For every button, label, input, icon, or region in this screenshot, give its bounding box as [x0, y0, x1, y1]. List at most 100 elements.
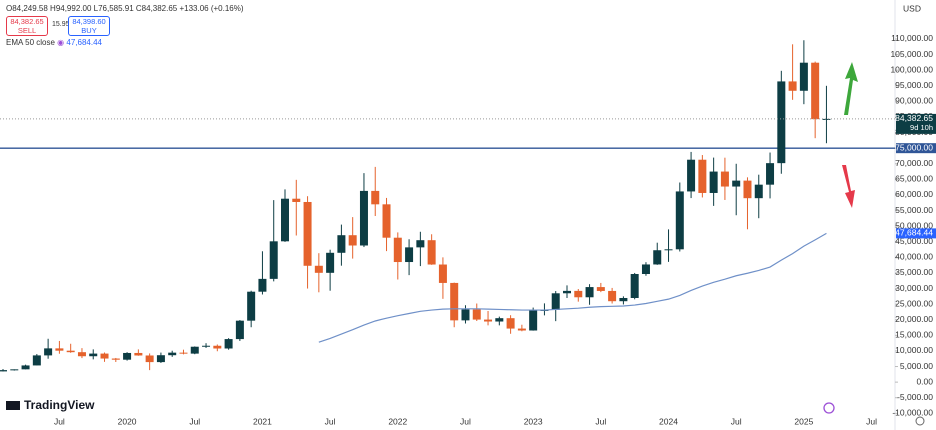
candle-body [224, 339, 233, 349]
candle-body [156, 355, 165, 363]
buy-price: 84,398.60 [72, 17, 106, 26]
candle-body [822, 118, 831, 120]
candle-body [21, 365, 30, 370]
candle-body [517, 328, 526, 331]
sell-label: SELL [17, 26, 37, 35]
candle-body [641, 264, 650, 275]
ema-line [318, 232, 827, 343]
settings-icon[interactable] [915, 416, 925, 426]
x-tick-label: 2022 [388, 416, 407, 426]
logo-mark [6, 401, 20, 410]
x-tick-label: Jul [731, 416, 742, 426]
candle-body [10, 369, 19, 371]
candle-body [529, 309, 538, 331]
x-tick-label: Jul [189, 416, 200, 426]
candle-body [574, 290, 583, 298]
candle-body [77, 352, 86, 357]
candle-body [664, 249, 673, 251]
ema-name: EMA 50 close [6, 38, 55, 47]
sell-button[interactable]: 84,382.65 SELL [6, 16, 48, 36]
x-tick-label: Jul [460, 416, 471, 426]
y-tick-label: 5,000.00 [900, 361, 933, 371]
candle-body [563, 290, 571, 294]
candle-body [732, 180, 741, 187]
candle-body [269, 241, 278, 279]
candle-body [111, 358, 120, 360]
buy-label: BUY [81, 26, 97, 35]
candle-body [32, 355, 41, 366]
candle-body [247, 291, 256, 321]
candle-body [709, 171, 718, 193]
candle-body [653, 250, 662, 265]
candle-body [585, 287, 594, 298]
candle-body [788, 81, 797, 91]
candle-body [359, 190, 368, 246]
spread: 15.95 [52, 21, 70, 28]
candle-body [743, 180, 752, 199]
candle-body [258, 278, 267, 292]
candle-body [405, 247, 414, 263]
x-tick-label: Jul [595, 416, 606, 426]
candle-body [235, 320, 244, 340]
x-tick-label: Jul [866, 416, 877, 426]
candle-body [720, 171, 729, 187]
candle-body [472, 309, 481, 320]
candle-body [596, 287, 605, 291]
candle-body [145, 355, 154, 363]
price-badge-label: 84,382.65 [895, 113, 933, 123]
candle-body [438, 264, 447, 283]
candle-body [461, 309, 470, 321]
y-tick-label: 95,000.00 [895, 80, 933, 90]
sell-price: 84,382.65 [10, 17, 44, 26]
candle-body [495, 318, 504, 322]
candle-body [337, 235, 346, 253]
candle-body [303, 201, 312, 266]
ema-legend: EMA 50 close ◉ 47,684.44 [6, 38, 102, 47]
y-tick-label: 30,000.00 [895, 283, 933, 293]
event-icon[interactable] [823, 402, 835, 414]
y-tick-label: 25,000.00 [895, 298, 933, 308]
x-tick-label: Jul [54, 416, 65, 426]
candle-body [314, 265, 323, 273]
y-tick-label: -10,000.00 [892, 408, 933, 418]
y-tick-label: 60,000.00 [895, 189, 933, 199]
candle-body [619, 297, 628, 302]
candle-body [55, 348, 64, 351]
candle-body [371, 190, 380, 205]
x-tick-label: Jul [325, 416, 336, 426]
y-tick-label: 90,000.00 [895, 96, 933, 106]
ema-badge-label: 47,684.44 [895, 228, 933, 238]
currency: USD [903, 3, 921, 13]
candle-body [348, 235, 357, 246]
y-tick-label: 110,000.00 [891, 33, 933, 43]
buy-button[interactable]: 84,398.60 BUY [68, 16, 110, 36]
down-arrow [842, 165, 855, 208]
up-arrow [844, 62, 858, 115]
candle-body [44, 348, 53, 356]
y-tick-label: 10,000.00 [895, 345, 933, 355]
y-tick-label: 55,000.00 [895, 205, 933, 215]
x-tick-label: 2025 [794, 416, 813, 426]
candle-body [89, 353, 98, 357]
candle-body [190, 346, 199, 354]
candle-body [675, 191, 684, 250]
candle-body [202, 345, 211, 347]
ema-badge [896, 228, 936, 239]
candle-body [213, 345, 222, 349]
candle-body [608, 290, 617, 302]
candle-body [100, 353, 109, 359]
price-badge [896, 113, 936, 134]
ema-icon: ◉ [57, 38, 65, 47]
candle-body [123, 352, 132, 360]
candle-body [416, 240, 425, 248]
x-tick-label: 2021 [253, 416, 272, 426]
candle-body [799, 62, 808, 91]
candle-body [766, 163, 775, 185]
y-tick-label: 40,000.00 [895, 252, 933, 262]
y-tick-label: 35,000.00 [895, 267, 933, 277]
candle-body [551, 293, 560, 310]
ohlc-legend: O84,249.58 H94,992.00 L76,585.91 C84,382… [6, 4, 244, 13]
candle-body [0, 370, 7, 372]
candle-body [506, 318, 515, 329]
